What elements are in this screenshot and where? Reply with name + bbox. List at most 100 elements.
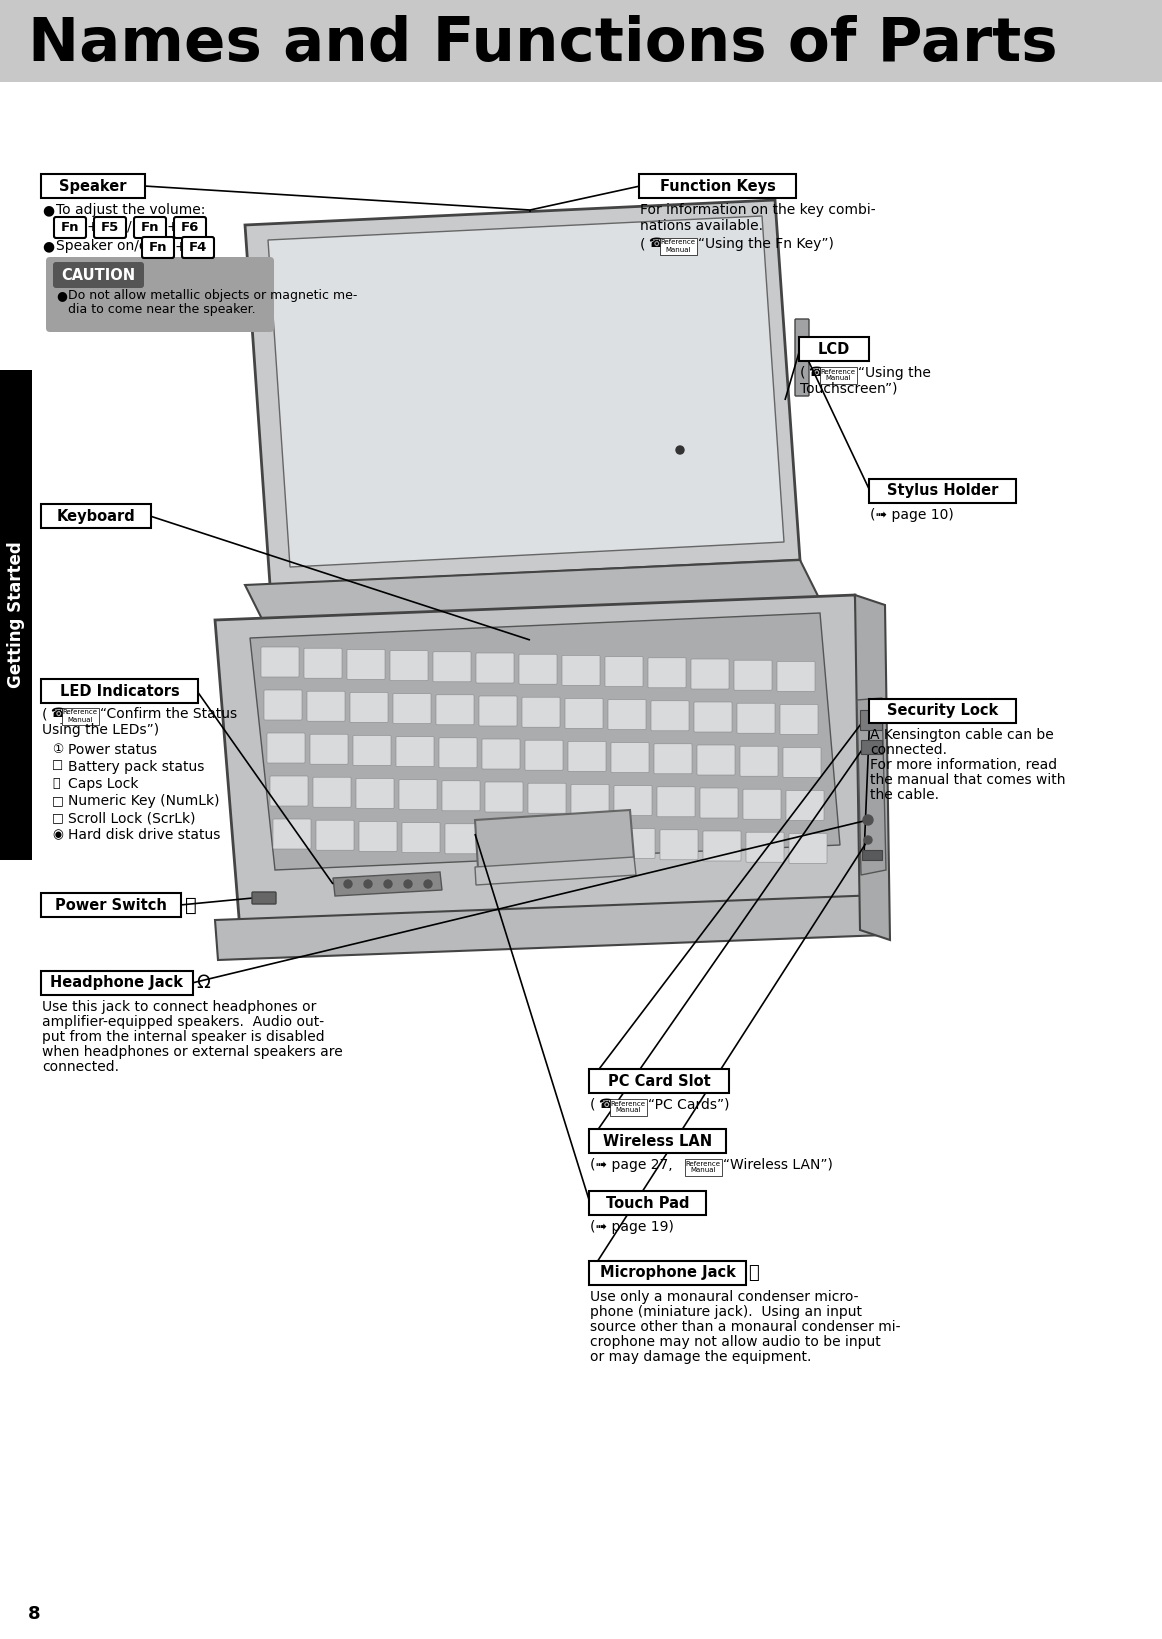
FancyBboxPatch shape: [41, 893, 181, 916]
Text: Battery pack status: Battery pack status: [69, 760, 205, 774]
Text: phone (miniature jack).  Using an input: phone (miniature jack). Using an input: [590, 1305, 862, 1319]
Circle shape: [863, 815, 873, 824]
Polygon shape: [475, 857, 636, 885]
Text: Microphone Jack: Microphone Jack: [600, 1265, 736, 1280]
FancyBboxPatch shape: [41, 970, 193, 995]
FancyBboxPatch shape: [786, 790, 824, 821]
Text: Fn: Fn: [141, 221, 159, 234]
Text: LCD: LCD: [818, 341, 851, 357]
Text: Hard disk drive status: Hard disk drive status: [69, 828, 221, 842]
FancyBboxPatch shape: [660, 829, 698, 860]
FancyBboxPatch shape: [795, 320, 809, 397]
FancyBboxPatch shape: [861, 739, 882, 754]
Text: or may damage the equipment.: or may damage the equipment.: [590, 1351, 811, 1364]
Text: nations available.: nations available.: [640, 220, 763, 233]
Text: Getting Started: Getting Started: [7, 541, 26, 688]
Text: Names and Functions of Parts: Names and Functions of Parts: [28, 15, 1057, 74]
Text: (: (: [799, 365, 805, 380]
Text: Use only a monaural condenser micro-: Use only a monaural condenser micro-: [590, 1290, 859, 1305]
FancyBboxPatch shape: [819, 367, 856, 384]
Text: Scroll Lock (ScrLk): Scroll Lock (ScrLk): [69, 811, 195, 824]
Text: source other than a monaural condenser mi-: source other than a monaural condenser m…: [590, 1319, 901, 1334]
FancyBboxPatch shape: [648, 657, 686, 688]
Text: Numeric Key (NumLk): Numeric Key (NumLk): [69, 793, 220, 808]
Polygon shape: [245, 200, 799, 585]
FancyBboxPatch shape: [0, 0, 1162, 82]
Text: ●: ●: [42, 203, 55, 216]
Text: “Using the: “Using the: [858, 365, 931, 380]
FancyBboxPatch shape: [684, 1159, 722, 1175]
FancyBboxPatch shape: [780, 705, 818, 734]
FancyBboxPatch shape: [445, 824, 483, 854]
Text: For more information, read: For more information, read: [870, 757, 1057, 772]
FancyBboxPatch shape: [639, 174, 796, 198]
Circle shape: [424, 880, 432, 888]
Text: ●: ●: [42, 239, 55, 252]
FancyBboxPatch shape: [53, 216, 86, 238]
Text: Caps Lock: Caps Lock: [69, 777, 138, 792]
Text: connected.: connected.: [42, 1060, 119, 1074]
FancyBboxPatch shape: [0, 370, 33, 860]
FancyBboxPatch shape: [589, 1069, 729, 1093]
FancyBboxPatch shape: [142, 238, 174, 257]
Text: Reference
Manual: Reference Manual: [660, 239, 696, 252]
FancyBboxPatch shape: [41, 505, 151, 528]
Text: ☎: ☎: [598, 1098, 614, 1111]
FancyBboxPatch shape: [571, 785, 609, 815]
Text: Fn: Fn: [60, 221, 79, 234]
Text: Security Lock: Security Lock: [887, 703, 998, 718]
Text: “Confirm the Status: “Confirm the Status: [100, 706, 237, 721]
FancyBboxPatch shape: [869, 479, 1016, 503]
Text: F4: F4: [188, 241, 207, 254]
FancyBboxPatch shape: [799, 338, 869, 361]
FancyBboxPatch shape: [589, 1192, 706, 1214]
FancyBboxPatch shape: [62, 708, 99, 724]
Polygon shape: [268, 216, 784, 567]
Text: □: □: [52, 793, 64, 806]
FancyBboxPatch shape: [252, 892, 277, 905]
Circle shape: [404, 880, 413, 888]
Text: □: □: [52, 811, 64, 824]
Text: Power Switch: Power Switch: [55, 898, 167, 913]
FancyBboxPatch shape: [304, 647, 342, 679]
FancyBboxPatch shape: [356, 779, 394, 808]
Text: (: (: [590, 1098, 595, 1111]
Circle shape: [364, 880, 372, 888]
Text: Touch Pad: Touch Pad: [605, 1195, 689, 1211]
FancyBboxPatch shape: [734, 661, 772, 690]
FancyBboxPatch shape: [174, 216, 206, 238]
Circle shape: [383, 880, 392, 888]
FancyBboxPatch shape: [860, 710, 882, 729]
FancyBboxPatch shape: [697, 746, 736, 775]
FancyBboxPatch shape: [589, 1260, 746, 1285]
FancyBboxPatch shape: [651, 701, 689, 731]
FancyBboxPatch shape: [393, 693, 431, 723]
FancyBboxPatch shape: [862, 851, 882, 860]
Text: A Kensington cable can be: A Kensington cable can be: [870, 728, 1054, 742]
FancyBboxPatch shape: [53, 262, 144, 288]
Polygon shape: [475, 810, 634, 869]
Text: /: /: [127, 220, 131, 234]
Text: ◉: ◉: [52, 828, 63, 841]
Text: Reference
Manual: Reference Manual: [820, 369, 855, 382]
Text: +: +: [167, 220, 179, 234]
FancyBboxPatch shape: [694, 701, 732, 733]
FancyBboxPatch shape: [353, 736, 390, 765]
Circle shape: [676, 446, 684, 454]
FancyBboxPatch shape: [442, 780, 480, 811]
FancyBboxPatch shape: [267, 733, 304, 764]
FancyBboxPatch shape: [614, 785, 652, 816]
FancyBboxPatch shape: [789, 833, 827, 864]
Text: Reference
Manual: Reference Manual: [610, 1100, 646, 1113]
FancyBboxPatch shape: [134, 216, 166, 238]
FancyBboxPatch shape: [691, 659, 729, 688]
FancyBboxPatch shape: [313, 777, 351, 806]
Text: F5: F5: [101, 221, 120, 234]
FancyBboxPatch shape: [273, 820, 311, 849]
FancyBboxPatch shape: [261, 647, 299, 677]
Text: Use this jack to connect headphones or: Use this jack to connect headphones or: [42, 1000, 316, 1015]
Text: the cable.: the cable.: [870, 788, 939, 801]
FancyBboxPatch shape: [41, 679, 198, 703]
FancyBboxPatch shape: [703, 831, 741, 860]
Text: dia to come near the speaker.: dia to come near the speaker.: [69, 303, 256, 316]
